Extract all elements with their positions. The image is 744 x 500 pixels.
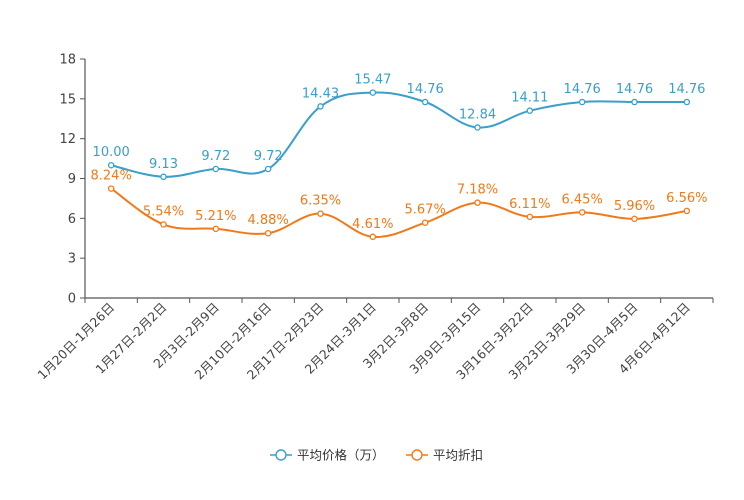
data-label: 4.88% [248,213,289,228]
data-label: 4.61% [352,217,393,232]
data-label: 14.43 [302,86,339,101]
y-tick-label: 9 [68,172,76,187]
data-label: 12.84 [459,108,496,123]
data-point [160,173,167,181]
legend-marker-icon [275,449,287,461]
data-label: 6.35% [300,194,341,209]
legend[interactable]: 平均价格（万） 平均折扣 [270,448,483,463]
y-tick-label: 18 [59,53,76,68]
legend-item-2[interactable]: 平均折扣 [406,448,483,463]
data-label: 5.54% [143,204,184,219]
data-label: 14.76 [407,82,444,97]
data-point [107,185,115,192]
y-tick-label: 0 [68,292,76,307]
legend-marker-icon [411,449,423,461]
data-point [264,229,272,237]
data-point [107,161,115,169]
data-label: 14.76 [668,82,705,97]
data-point [160,221,167,228]
data-point [578,209,586,216]
data-label: 14.76 [616,82,653,97]
data-point [421,219,429,226]
legend-label: 平均折扣 [433,448,483,463]
data-point [631,215,638,223]
data-label: 6.56% [666,191,707,206]
data-label: 14.76 [564,82,601,97]
data-point [474,199,481,206]
data-label: 9.72 [254,149,283,164]
data-label: 15.47 [354,73,391,88]
legend-item-1[interactable]: 平均价格（万） [270,448,385,463]
data-point [317,103,324,110]
data-point [578,98,586,106]
data-label: 6.11% [509,197,550,212]
data-point [264,165,272,173]
data-point [683,207,691,215]
data-label: 10.00 [93,145,130,160]
data-label: 14.11 [511,91,548,106]
data-point [212,165,220,173]
data-point [474,124,481,131]
data-point [683,98,691,106]
data-point [526,107,534,114]
series-group [107,89,691,241]
data-label: 5.96% [614,199,655,214]
legend-label: 平均价格（万） [297,448,385,463]
y-tick-label: 6 [68,212,76,227]
data-label: 6.45% [562,192,603,207]
data-label: 7.18% [457,183,498,198]
data-point [317,210,324,217]
data-point [212,225,220,233]
data-point [631,98,638,106]
y-tick-label: 12 [59,132,76,147]
data-label: 9.13 [149,157,178,172]
data-labels: 10.00 9.13 9.72 9.72 14.43 15.47 14.76 12.84 14.… [91,73,708,232]
series-line-1 [110,91,687,178]
data-point [421,98,429,106]
data-label: 5.67% [405,203,446,218]
series-line-2 [110,187,687,238]
data-point [526,213,534,221]
data-label: 9.72 [201,149,230,164]
data-label: 5.21% [195,209,236,224]
y-tick-label: 3 [68,252,76,267]
data-point [369,233,377,241]
data-point [369,89,377,96]
y-tick-label: 15 [59,92,76,107]
data-label: 8.24% [91,169,132,184]
